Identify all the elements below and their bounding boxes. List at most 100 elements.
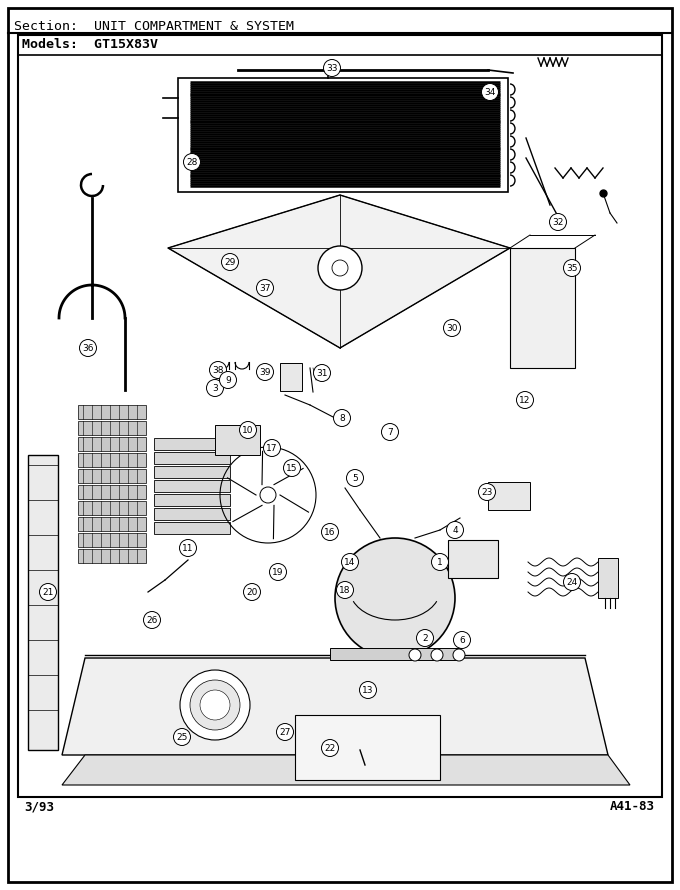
Bar (18, 35, 662, 797)
Text: 1: 1 (437, 558, 443, 567)
Circle shape (190, 680, 240, 730)
Circle shape (409, 649, 421, 661)
Circle shape (432, 554, 449, 570)
Bar (154, 494, 230, 506)
Text: 21: 21 (42, 587, 54, 597)
Text: 3/93: 3/93 (24, 800, 54, 813)
Circle shape (207, 379, 224, 397)
Text: 20: 20 (246, 587, 258, 597)
Circle shape (443, 320, 460, 336)
Bar (280, 363, 302, 391)
Circle shape (322, 523, 339, 540)
Circle shape (173, 729, 190, 746)
Text: 17: 17 (267, 444, 277, 453)
Text: 7: 7 (387, 428, 393, 437)
Circle shape (333, 409, 350, 426)
Circle shape (453, 649, 465, 661)
Text: 11: 11 (182, 544, 194, 553)
Text: 35: 35 (566, 263, 578, 273)
Bar (78, 533, 146, 547)
Text: 28: 28 (186, 158, 198, 166)
Text: 19: 19 (272, 568, 284, 577)
Bar (78, 485, 146, 499)
Polygon shape (168, 195, 510, 348)
Text: 16: 16 (324, 528, 336, 537)
Bar (154, 480, 230, 492)
Text: 39: 39 (259, 368, 271, 376)
Bar (598, 558, 618, 598)
Text: 4: 4 (452, 526, 458, 535)
Circle shape (284, 459, 301, 476)
Circle shape (447, 522, 464, 538)
Bar (448, 540, 498, 578)
Bar (78, 453, 146, 467)
Text: 29: 29 (224, 258, 236, 267)
Text: 8: 8 (339, 414, 345, 423)
Bar (28, 455, 58, 750)
Bar (330, 648, 460, 660)
Text: 36: 36 (82, 344, 94, 352)
Text: 30: 30 (446, 324, 458, 333)
Text: 15: 15 (286, 464, 298, 473)
Text: 12: 12 (520, 396, 530, 405)
Circle shape (277, 724, 294, 740)
Circle shape (313, 365, 330, 382)
Circle shape (416, 629, 434, 646)
Circle shape (222, 254, 239, 271)
Circle shape (180, 670, 250, 740)
Circle shape (80, 339, 97, 357)
Text: 32: 32 (552, 218, 564, 227)
Circle shape (335, 538, 455, 658)
Text: 14: 14 (344, 558, 356, 567)
Circle shape (337, 581, 354, 598)
Text: 13: 13 (362, 686, 374, 695)
Circle shape (431, 649, 443, 661)
Circle shape (381, 424, 398, 441)
Text: 10: 10 (242, 425, 254, 435)
Bar (78, 437, 146, 451)
Text: 2: 2 (422, 634, 428, 643)
Bar (78, 421, 146, 435)
Bar (510, 248, 575, 368)
Text: A41-83: A41-83 (610, 800, 655, 813)
Circle shape (180, 539, 197, 556)
Circle shape (324, 60, 341, 77)
Bar (154, 438, 230, 450)
Bar (215, 425, 260, 455)
Circle shape (318, 246, 362, 290)
Bar (154, 508, 230, 520)
Circle shape (564, 260, 581, 277)
Circle shape (184, 153, 201, 171)
Circle shape (481, 84, 498, 101)
Text: 38: 38 (212, 366, 224, 375)
Text: 27: 27 (279, 728, 290, 737)
Bar (78, 501, 146, 515)
Circle shape (479, 483, 496, 500)
Text: 18: 18 (339, 586, 351, 595)
Circle shape (332, 260, 348, 276)
Circle shape (264, 440, 280, 457)
Text: 25: 25 (176, 732, 188, 741)
Bar (78, 469, 146, 483)
Bar (154, 522, 230, 534)
Circle shape (143, 611, 160, 628)
Circle shape (39, 584, 56, 601)
Bar (488, 482, 530, 510)
Text: 37: 37 (259, 284, 271, 293)
Circle shape (341, 554, 358, 570)
Text: 6: 6 (459, 635, 465, 644)
Text: Models:  GT15X83V: Models: GT15X83V (22, 38, 158, 51)
Circle shape (260, 487, 276, 503)
Bar (154, 466, 230, 478)
Bar (154, 452, 230, 464)
Text: 34: 34 (484, 88, 496, 97)
Circle shape (360, 682, 377, 699)
Circle shape (549, 214, 566, 231)
Circle shape (220, 371, 237, 389)
Circle shape (322, 740, 339, 756)
Bar (78, 517, 146, 531)
Bar (295, 715, 440, 780)
Text: 24: 24 (566, 578, 577, 587)
Circle shape (347, 470, 364, 487)
Circle shape (454, 632, 471, 649)
